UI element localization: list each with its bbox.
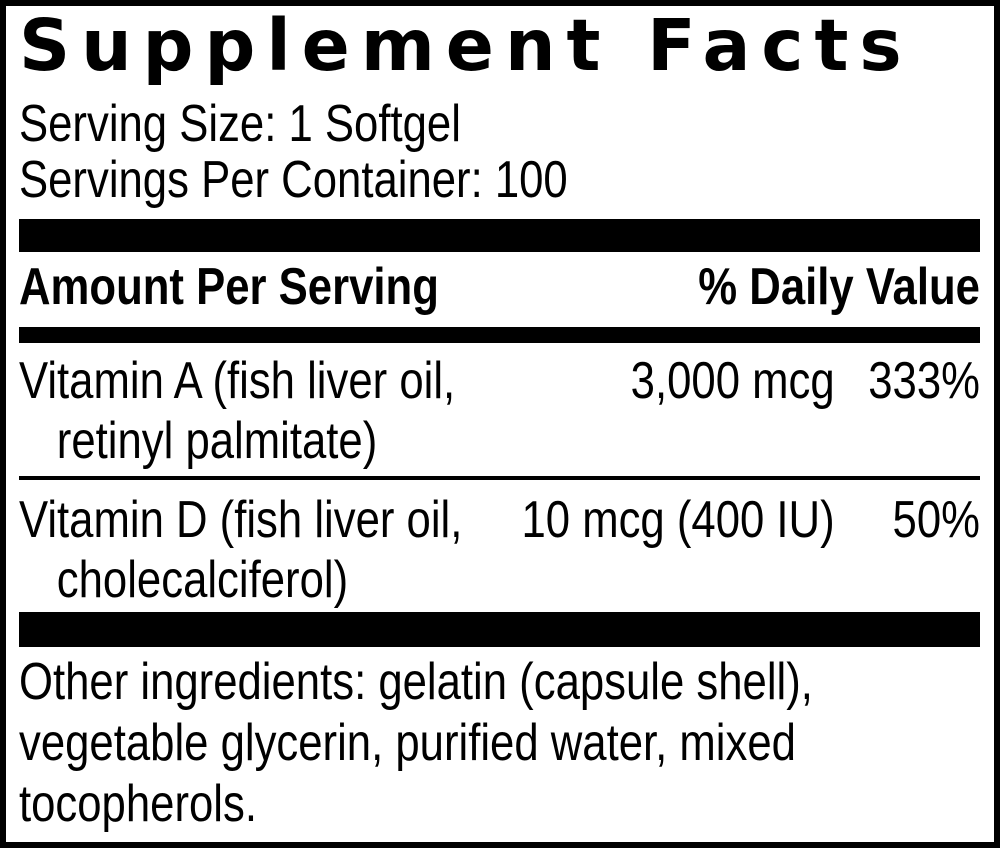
nutrient-row-vitamin-a: Vitamin A (fish liver oil, retinyl palmi…	[19, 351, 980, 471]
divider-rule-thin	[19, 476, 980, 480]
nutrient-daily-value: 50%	[892, 491, 980, 549]
amount-per-serving-header: Amount Per Serving	[19, 258, 439, 316]
nutrient-amount: 10 mcg (400 IU)	[521, 491, 835, 549]
table-header-row: Amount Per Serving % Daily Value	[19, 258, 980, 316]
divider-bar-medium	[19, 327, 980, 343]
nutrient-name: Vitamin A (fish liver oil, retinyl palmi…	[19, 351, 631, 471]
nutrient-name-line1: Vitamin A (fish liver oil,	[19, 352, 456, 410]
nutrient-name-line1: Vitamin D (fish liver oil,	[19, 491, 463, 549]
serving-info: Serving Size: 1 Softgel Servings Per Con…	[19, 96, 980, 208]
nutrient-name: Vitamin D (fish liver oil, cholecalcifer…	[19, 490, 521, 610]
nutrient-daily-value: 333%	[868, 352, 980, 410]
divider-bar-thick-bottom	[19, 612, 980, 647]
daily-value-header: % Daily Value	[698, 258, 980, 316]
other-ingredients-text: Other ingredients: gelatin (capsule shel…	[19, 653, 813, 833]
nutrient-row-vitamin-d: Vitamin D (fish liver oil, cholecalcifer…	[19, 490, 980, 610]
servings-per-container-line: Servings Per Container: 100	[19, 151, 568, 209]
nutrient-name-line2: cholecalciferol)	[56, 551, 349, 609]
panel-title: Supplement Facts	[19, 4, 913, 87]
serving-size-line: Serving Size: 1 Softgel	[19, 95, 461, 153]
nutrient-name-line2: retinyl palmitate)	[56, 412, 378, 470]
divider-bar-thick-top	[19, 219, 980, 252]
nutrient-amount: 3,000 mcg	[630, 352, 835, 410]
